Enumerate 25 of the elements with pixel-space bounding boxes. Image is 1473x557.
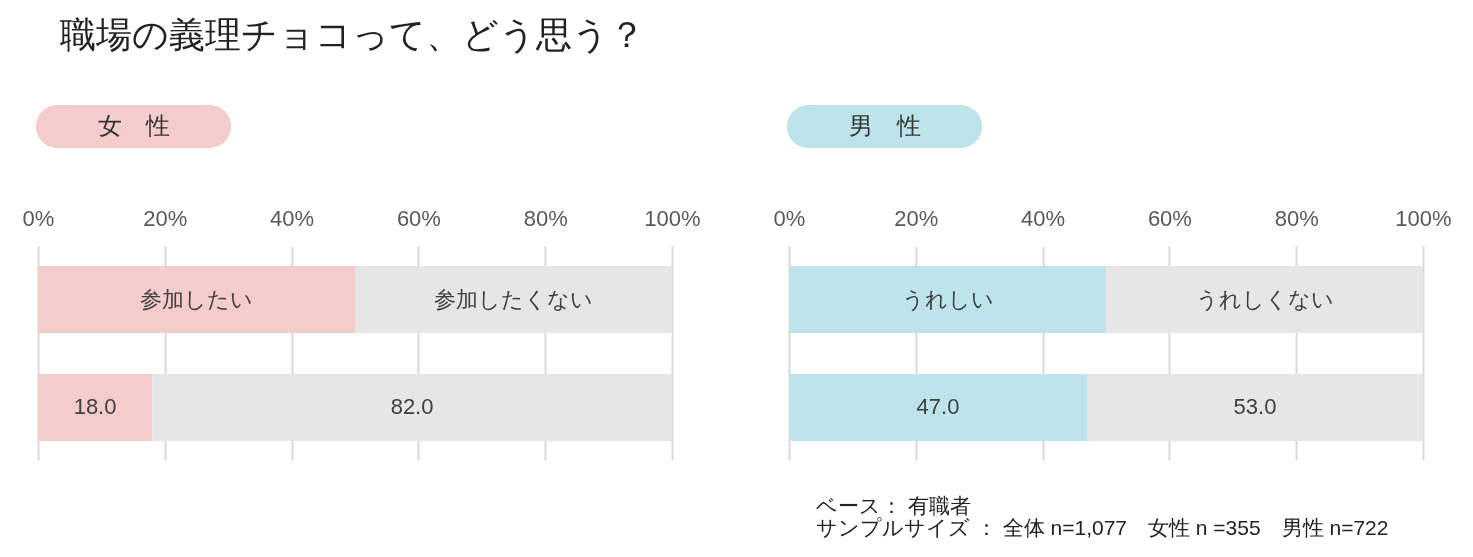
- x-tick-label: 80%: [523, 205, 568, 231]
- chart-subtitle: 女 性: [97, 112, 170, 139]
- text: うれしくない: [1195, 286, 1334, 312]
- data-label: 53.0: [1233, 394, 1277, 420]
- x-tick-label: 60%: [396, 205, 441, 231]
- x-tick-label: 0%: [773, 205, 806, 231]
- data-label: 82.0: [390, 394, 434, 420]
- x-tick-label: 20%: [143, 205, 188, 231]
- x-tick-label: 40%: [1021, 205, 1066, 231]
- data-label: 47.0: [916, 394, 960, 420]
- x-tick-label: 40%: [270, 205, 315, 231]
- x-tick-label: 100%: [644, 205, 701, 231]
- x-tick-label: 0%: [22, 205, 55, 231]
- text: 参加したい: [140, 286, 253, 312]
- chart-subtitle: 男 性: [848, 112, 921, 139]
- text: ベース： 有職者: [816, 494, 971, 517]
- text: うれしい: [901, 286, 994, 312]
- x-tick-label: 100%: [1395, 205, 1452, 231]
- text: 参加したくない: [434, 286, 593, 312]
- chart-title: 職場の義理チョコって、どう思う？: [60, 14, 646, 55]
- text: サンプルサイズ ： 全体 n=1,077 女性 n =355 男性 n=722: [816, 516, 1389, 539]
- x-tick-label: 80%: [1274, 205, 1319, 231]
- data-label: 18.0: [73, 394, 117, 420]
- x-tick-label: 60%: [1147, 205, 1192, 231]
- x-tick-label: 20%: [894, 205, 939, 231]
